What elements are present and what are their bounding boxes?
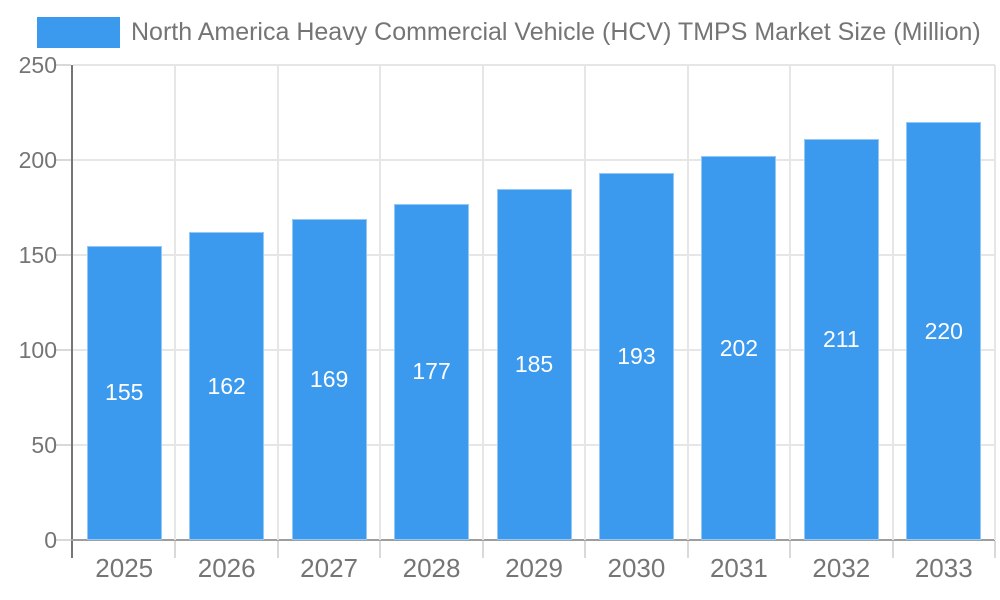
x-tick-label: 2031 xyxy=(709,553,768,583)
bar[interactable]: 169 xyxy=(291,218,367,540)
v-gridline xyxy=(584,65,587,540)
v-gridline xyxy=(994,65,996,540)
bar[interactable]: 177 xyxy=(394,203,470,540)
bar[interactable]: 162 xyxy=(189,232,265,540)
x-tick-mark xyxy=(481,541,484,558)
y-tick-label: 150 xyxy=(18,242,57,268)
y-tick-mark xyxy=(55,254,71,256)
v-gridline xyxy=(686,65,689,540)
v-gridline xyxy=(891,65,894,540)
bar[interactable]: 202 xyxy=(701,156,777,540)
y-tick-label: 0 xyxy=(44,527,57,553)
x-tick-label: 2028 xyxy=(402,553,461,583)
h-gridline xyxy=(73,64,995,66)
x-tick-label: 2026 xyxy=(197,553,256,583)
x-tick-label: 2032 xyxy=(812,553,871,583)
h-gridline xyxy=(73,159,995,161)
v-gridline xyxy=(276,65,279,540)
bar-value-label: 162 xyxy=(207,372,246,399)
x-tick-mark xyxy=(686,541,689,558)
x-tick-mark xyxy=(276,541,279,558)
x-tick-mark xyxy=(789,541,792,558)
y-tick-mark xyxy=(55,64,71,66)
bar-value-label: 155 xyxy=(105,379,144,406)
x-tick-mark xyxy=(379,541,382,558)
x-tick-label: 2030 xyxy=(607,553,666,583)
x-tick-mark xyxy=(584,541,587,558)
y-tick-mark xyxy=(55,159,71,161)
legend-swatch xyxy=(37,17,120,48)
x-tick-label: 2033 xyxy=(914,553,973,583)
x-tick-mark xyxy=(174,541,177,558)
y-tick-mark xyxy=(55,444,71,446)
plot-area: 155 162 169 177 185 193 202 211 220 xyxy=(73,64,996,540)
y-axis-line xyxy=(71,65,73,558)
bar-value-label: 211 xyxy=(822,326,860,353)
y-tick-mark xyxy=(55,539,71,541)
y-tick-label: 100 xyxy=(18,337,57,363)
y-tick-mark xyxy=(55,349,71,351)
x-tick-mark xyxy=(891,541,894,558)
legend-label: North America Heavy Commercial Vehicle (… xyxy=(131,18,981,46)
bar[interactable]: 185 xyxy=(496,188,572,540)
x-tick-mark xyxy=(994,541,996,558)
x-tick-label: 2025 xyxy=(95,553,154,583)
v-gridline xyxy=(379,65,382,540)
x-axis-line xyxy=(71,539,995,541)
x-tick-label: 2029 xyxy=(505,553,563,583)
bar-value-label: 177 xyxy=(412,358,451,385)
bar[interactable]: 220 xyxy=(906,122,982,540)
v-gridline xyxy=(481,65,484,540)
v-gridline xyxy=(789,65,792,540)
y-tick-label: 200 xyxy=(18,147,57,173)
bar-value-label: 169 xyxy=(309,365,349,392)
bar[interactable]: 211 xyxy=(803,139,879,540)
y-tick-label: 50 xyxy=(31,432,57,458)
v-gridline xyxy=(174,65,177,540)
bar-value-label: 193 xyxy=(617,343,656,370)
bar-value-label: 202 xyxy=(719,334,759,361)
bar-value-label: 220 xyxy=(924,317,963,344)
legend-item[interactable]: North America Heavy Commercial Vehicle (… xyxy=(37,17,981,48)
bar[interactable]: 193 xyxy=(598,173,674,540)
bar-value-label: 185 xyxy=(514,350,554,377)
x-tick-label: 2027 xyxy=(300,553,359,583)
y-tick-label: 250 xyxy=(18,52,57,78)
bar[interactable]: 155 xyxy=(86,245,162,540)
